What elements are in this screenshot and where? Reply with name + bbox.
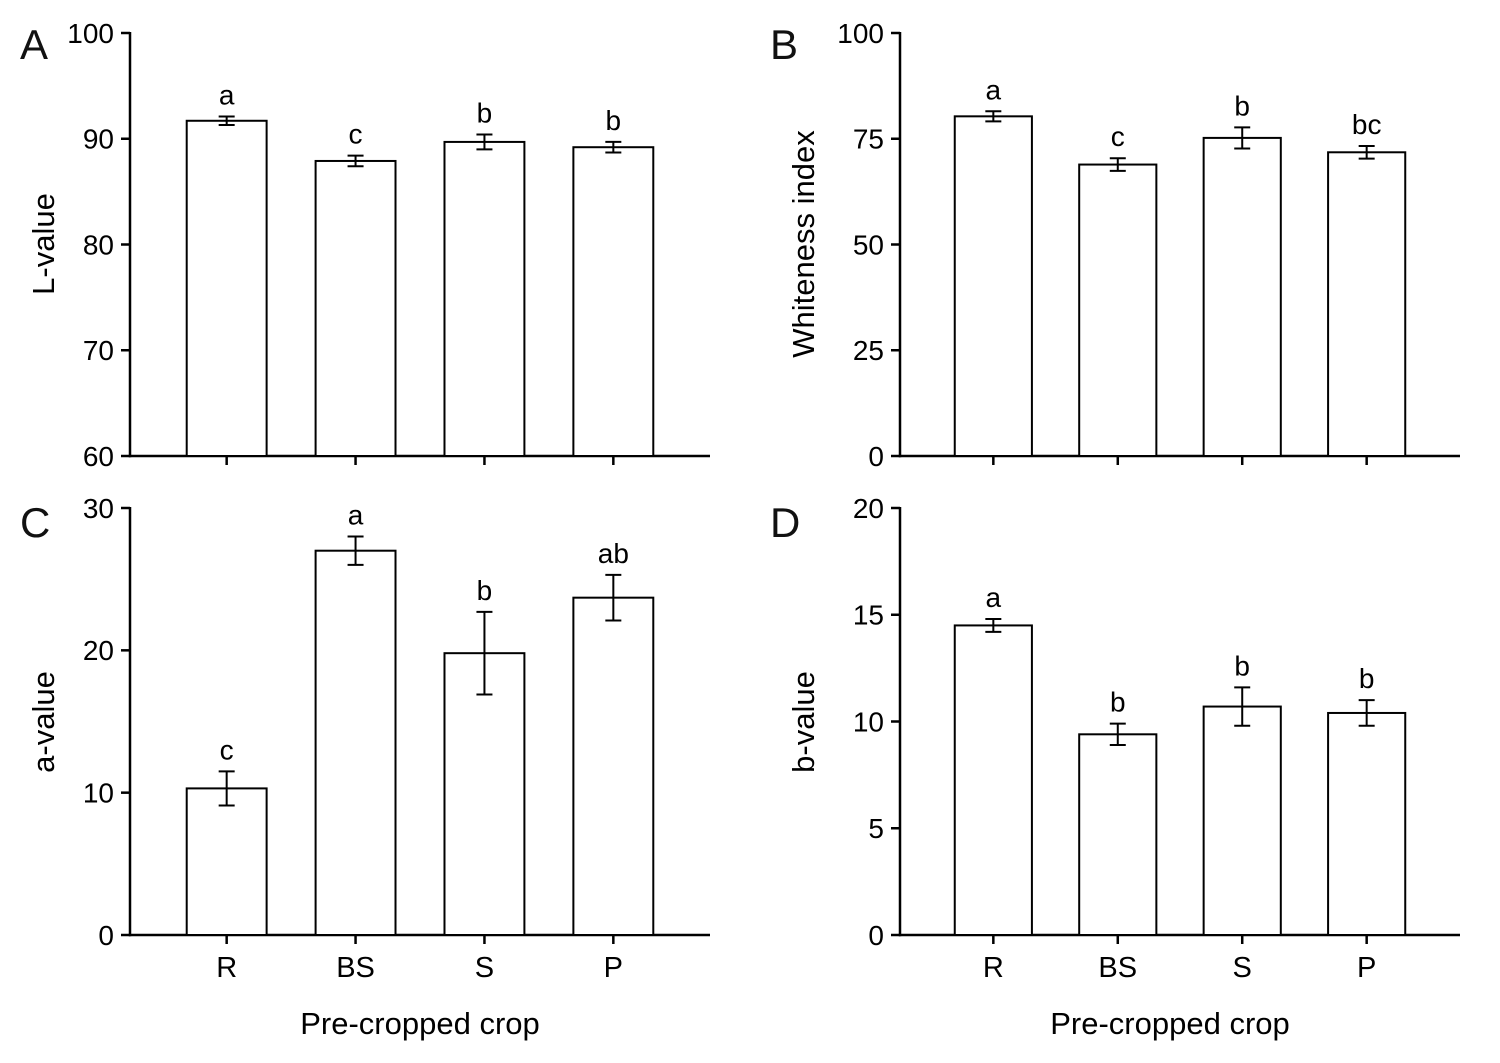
bar-S — [443, 140, 526, 458]
panel-b-label: B — [770, 21, 799, 68]
bar-R — [185, 787, 268, 936]
y-tick-label: 0 — [868, 920, 884, 951]
panel-c-x-axis-label: Pre-cropped crop — [300, 1006, 540, 1041]
y-tick-label: 70 — [83, 335, 114, 366]
x-tick-label: S — [1233, 952, 1252, 984]
significance-letter: b — [1359, 663, 1375, 694]
significance-letter: a — [986, 582, 1002, 613]
significance-letter: c — [1111, 121, 1125, 152]
panel-d-y-axis-label: b-value — [786, 671, 821, 773]
panel-a: 60 70 80 90 100 a c b b A L-value — [0, 0, 750, 478]
significance-letter: b — [477, 98, 493, 129]
bar-S — [1202, 136, 1282, 458]
panel-c-label: C — [20, 499, 51, 546]
significance-letter: a — [986, 74, 1002, 105]
y-tick-label: 90 — [83, 124, 114, 155]
y-tick-label: 75 — [853, 124, 884, 155]
y-tick-label: 100 — [67, 18, 114, 49]
y-tick-label: 30 — [83, 493, 114, 524]
y-tick-label: 5 — [868, 813, 884, 844]
significance-letter: b — [477, 575, 493, 606]
y-tick-label: 20 — [83, 635, 114, 666]
panel-a-label: A — [20, 21, 49, 68]
significance-letter: b — [1110, 687, 1126, 718]
panel-a-y-axis-label: L-value — [26, 193, 61, 295]
panel-a-chart: 60 70 80 90 100 a c b b — [67, 18, 710, 472]
bar-BS — [314, 549, 397, 936]
significance-letter: b — [1234, 650, 1250, 681]
y-tick-label: 20 — [853, 493, 884, 524]
significance-letter: b — [1234, 90, 1250, 121]
bar-S — [1202, 705, 1282, 936]
x-tick-label: S — [475, 952, 494, 984]
x-tick-label: R — [983, 952, 1004, 984]
bar-P — [572, 146, 655, 458]
panel-d-chart: 0 5 10 15 20 a Rb BS b Sb P — [853, 493, 1460, 984]
y-tick-label: 50 — [853, 229, 884, 260]
y-tick-label: 10 — [853, 706, 884, 737]
bar-BS — [1078, 163, 1158, 457]
x-tick-label: R — [216, 952, 237, 984]
bar-R — [185, 119, 268, 458]
significance-letter: c — [349, 119, 363, 150]
bar-R — [953, 624, 1033, 937]
bar-P — [1327, 711, 1407, 936]
panel-b-y-axis-label: Whiteness index — [786, 130, 821, 358]
y-tick-label: 10 — [83, 777, 114, 808]
y-tick-label: 0 — [868, 441, 884, 472]
significance-letter: c — [220, 734, 234, 765]
x-tick-label: BS — [336, 952, 375, 984]
panel-b: 0 25 50 75 100 a c b bc B Whiteness index — [750, 0, 1500, 478]
bar-P — [1327, 151, 1407, 457]
y-tick-label: 0 — [98, 920, 114, 951]
x-tick-label: P — [1357, 952, 1376, 984]
y-tick-label: 60 — [83, 441, 114, 472]
significance-letter: b — [606, 105, 622, 136]
bar-P — [572, 596, 655, 936]
panel-c-chart: 0 10 20 30 c Ra BS b Sab P — [83, 493, 710, 984]
y-tick-label: 100 — [837, 18, 884, 49]
panel-d-label: D — [770, 499, 801, 546]
y-tick-label: 25 — [853, 335, 884, 366]
significance-letter: bc — [1352, 109, 1382, 140]
x-tick-label: BS — [1098, 952, 1137, 984]
panel-d-x-axis-label: Pre-cropped crop — [1050, 1006, 1290, 1041]
y-tick-label: 80 — [83, 229, 114, 260]
bar-BS — [314, 159, 397, 458]
bar-BS — [1078, 733, 1158, 936]
significance-letter: a — [219, 80, 235, 111]
x-tick-label: P — [604, 952, 623, 984]
panel-b-chart: 0 25 50 75 100 a c b bc — [837, 18, 1460, 472]
significance-letter: ab — [598, 538, 629, 569]
significance-letter: a — [348, 499, 364, 530]
y-tick-label: 15 — [853, 600, 884, 631]
bar-R — [953, 115, 1033, 458]
panel-c-y-axis-label: a-value — [26, 671, 61, 773]
